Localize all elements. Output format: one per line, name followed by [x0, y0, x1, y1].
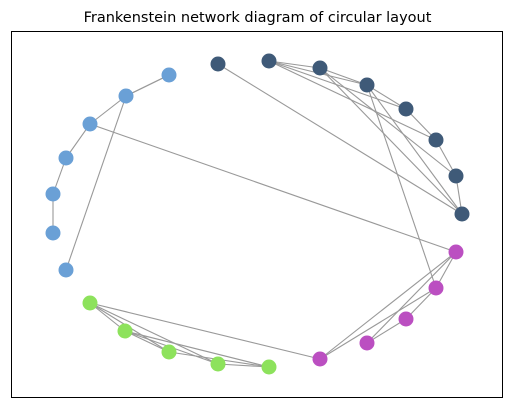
edge-16-19	[124, 330, 270, 368]
edge-9-10	[89, 95, 127, 125]
edge-20-23	[319, 287, 437, 360]
node-11	[58, 150, 74, 166]
edge-21-22	[366, 318, 407, 344]
node-0	[210, 56, 226, 72]
edge-16-17	[124, 330, 170, 353]
node-3	[359, 77, 375, 93]
node-17	[161, 344, 177, 360]
edge-10-24	[89, 123, 457, 253]
edge-21-24	[366, 251, 457, 344]
node-21	[359, 335, 375, 351]
edge-8-9	[125, 74, 170, 97]
axes-frame	[11, 31, 503, 398]
node-20	[312, 351, 328, 367]
node-22	[398, 311, 414, 327]
edge-20-24	[319, 251, 457, 360]
node-6	[448, 168, 464, 184]
node-23	[428, 280, 444, 296]
chart-title: Frankenstein network diagram of circular…	[84, 10, 432, 26]
node-19	[261, 359, 277, 375]
node-12	[45, 186, 61, 202]
edge-1-4	[268, 60, 407, 110]
node-1	[261, 53, 277, 69]
node-10	[82, 116, 98, 132]
edge-9-14	[65, 95, 127, 271]
edge-3-23	[366, 84, 437, 289]
node-15	[82, 295, 98, 311]
node-9	[118, 88, 134, 104]
edge-3-7	[366, 84, 463, 215]
node-14	[58, 262, 74, 278]
edge-2-3	[319, 67, 368, 86]
edge-2-7	[319, 67, 463, 215]
nodes-layer	[45, 53, 470, 375]
node-2	[312, 60, 328, 76]
node-18	[210, 356, 226, 372]
node-24	[448, 244, 464, 260]
node-5	[428, 132, 444, 148]
edge-1-5	[268, 60, 437, 141]
node-4	[398, 101, 414, 117]
node-8	[161, 67, 177, 83]
node-7	[454, 206, 470, 222]
edge-3-4	[366, 84, 407, 110]
edge-18-19	[217, 363, 270, 368]
edge-0-7	[217, 63, 463, 215]
edge-15-18	[89, 302, 219, 365]
edge-1-2	[268, 60, 321, 69]
edge-15-20	[89, 302, 321, 360]
edge-2-6	[319, 67, 457, 177]
node-16	[117, 323, 133, 339]
node-13	[45, 225, 61, 241]
